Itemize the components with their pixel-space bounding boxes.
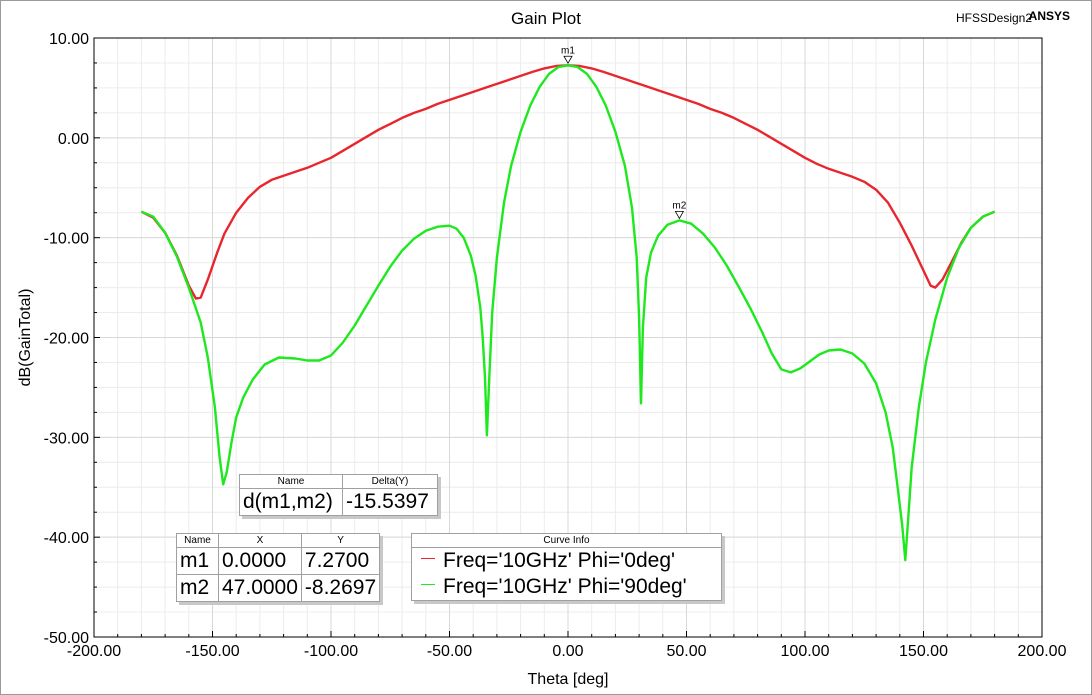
y-tick-label: -20.00 xyxy=(44,331,89,348)
table-row: m2 47.0000 -8.2697 xyxy=(176,574,381,602)
marker-row-name: m2 xyxy=(176,574,219,602)
legend-entry: Freq='10GHz' Phi='0deg' xyxy=(411,547,722,574)
table-row: m1 0.0000 7.2700 xyxy=(176,547,381,575)
x-tick-label: -200.00 xyxy=(67,643,121,660)
legend-swatch-red xyxy=(421,558,435,560)
marker-row-x: 0.0000 xyxy=(218,547,302,575)
marker-row-x: 47.0000 xyxy=(218,574,302,602)
marker-header-name: Name xyxy=(176,533,219,548)
marker-m1 xyxy=(563,55,573,65)
x-tick-label: 0.00 xyxy=(552,643,583,660)
y-tick-label: 10.00 xyxy=(49,31,89,48)
legend-label: Freq='10GHz' Phi='90deg' xyxy=(443,575,687,598)
marker-label-m1: m1 xyxy=(561,45,575,56)
y-axis-label: dB(GainTotal) xyxy=(17,289,34,387)
marker-header-x: X xyxy=(218,533,302,548)
legend-swatch-green xyxy=(421,584,435,586)
x-tick-label: 100.00 xyxy=(781,643,830,660)
x-tick-label: -50.00 xyxy=(427,643,472,660)
curve-info-header: Curve Info xyxy=(411,533,722,548)
x-tick-label: 150.00 xyxy=(899,643,948,660)
y-tick-label: -10.00 xyxy=(44,231,89,248)
x-tick-label: -100.00 xyxy=(304,643,358,660)
x-tick-label: 50.00 xyxy=(666,643,706,660)
design-name: HFSSDesign2 xyxy=(955,11,1032,25)
delta-cell-value: -15.5397 xyxy=(342,488,438,516)
y-tick-label: -40.00 xyxy=(44,530,89,547)
delta-table[interactable]: Name Delta(Y) d(m1,m2) -15.5397 xyxy=(239,474,438,516)
y-tick-label: 0.00 xyxy=(58,131,89,148)
marker-row-y: -8.2697 xyxy=(300,574,381,602)
legend-label: Freq='10GHz' Phi='0deg' xyxy=(443,549,676,572)
legend-entry-cell: Freq='10GHz' Phi='90deg' xyxy=(411,574,722,601)
marker-row-y: 7.2700 xyxy=(300,547,381,575)
x-tick-label: -150.00 xyxy=(185,643,239,660)
marker-m2 xyxy=(674,210,685,220)
marker-label-m2: m2 xyxy=(672,200,686,211)
x-axis-label: Theta [deg] xyxy=(528,671,609,688)
y-tick-label: -30.00 xyxy=(44,430,89,447)
marker-header-y: Y xyxy=(300,533,381,548)
series-line-1 xyxy=(140,64,996,562)
curve-info-legend[interactable]: Curve Info Freq='10GHz' Phi='0deg' Freq=… xyxy=(411,533,722,601)
marker-row-name: m1 xyxy=(176,547,219,575)
marker-table[interactable]: Name X Y m1 0.0000 7.2700 m2 47.0000 -8.… xyxy=(176,533,381,602)
x-tick-label: 200.00 xyxy=(1018,643,1067,660)
legend-entry: Freq='10GHz' Phi='90deg' xyxy=(411,574,722,601)
legend-entry-cell: Freq='10GHz' Phi='0deg' xyxy=(411,547,722,574)
delta-header-name: Name xyxy=(239,474,343,489)
y-tick-label: -50.00 xyxy=(44,630,89,647)
delta-header-delta: Delta(Y) xyxy=(342,474,438,489)
brand-logo: ANSYS xyxy=(1028,9,1070,23)
plot-title: Gain Plot xyxy=(511,9,581,28)
delta-cell-name: d(m1,m2) xyxy=(239,488,343,516)
